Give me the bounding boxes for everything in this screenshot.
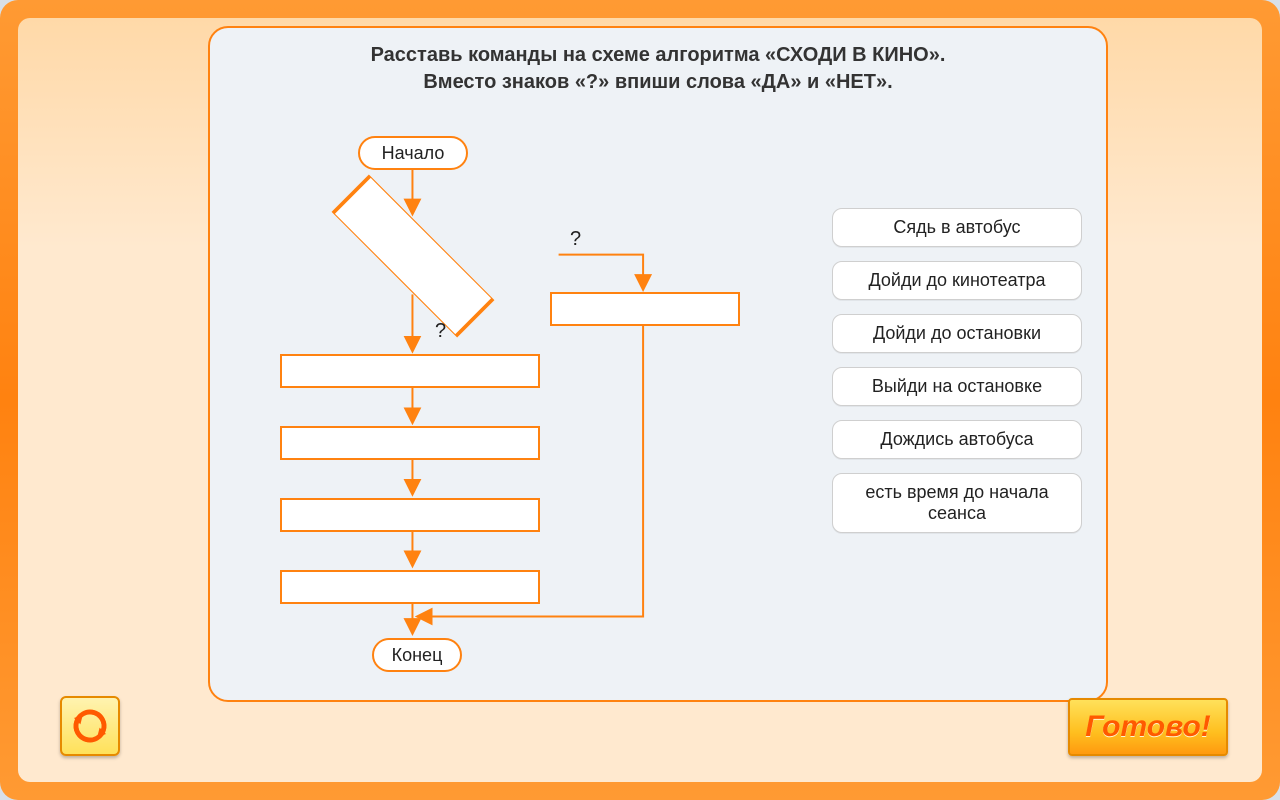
flow-proc-right[interactable] bbox=[550, 292, 740, 326]
option-label: Сядь в автобус bbox=[893, 217, 1020, 237]
branch-label-down[interactable]: ? bbox=[435, 320, 446, 343]
option-label: есть время до начала сеанса bbox=[865, 482, 1048, 523]
option-label: Дождись автобуса bbox=[880, 429, 1033, 449]
diamond-shape bbox=[331, 175, 494, 338]
task-panel: Расставь команды на схеме алгоритма «СХО… bbox=[208, 26, 1108, 702]
flow-end-label: Конец bbox=[392, 645, 443, 666]
option-chip[interactable]: Дождись автобуса bbox=[832, 420, 1082, 459]
option-chip[interactable]: Выйди на остановке bbox=[832, 367, 1082, 406]
option-chip[interactable]: есть время до начала сеанса bbox=[832, 473, 1082, 533]
option-label: Выйди на остановке bbox=[872, 376, 1042, 396]
flow-proc-1[interactable] bbox=[280, 354, 540, 388]
inner-frame: Расставь команды на схеме алгоритма «СХО… bbox=[18, 18, 1262, 782]
option-label: Дойди до остановки bbox=[873, 323, 1041, 343]
option-chip[interactable]: Дойди до кинотеатра bbox=[832, 261, 1082, 300]
ready-button[interactable]: Готово! bbox=[1068, 698, 1228, 756]
flow-decision[interactable] bbox=[330, 213, 495, 299]
option-chip[interactable]: Дойди до остановки bbox=[832, 314, 1082, 353]
flow-proc-2[interactable] bbox=[280, 426, 540, 460]
outer-frame: Расставь команды на схеме алгоритма «СХО… bbox=[0, 0, 1280, 800]
option-label: Дойди до кинотеатра bbox=[869, 270, 1046, 290]
refresh-icon bbox=[70, 706, 110, 746]
flow-start-label: Начало bbox=[382, 143, 445, 164]
flow-end: Конец bbox=[372, 638, 462, 672]
branch-label-right[interactable]: ? bbox=[570, 228, 581, 251]
options-list: Сядь в автобус Дойди до кинотеатра Дойди… bbox=[832, 208, 1082, 533]
ready-button-label: Готово! bbox=[1085, 710, 1211, 744]
reset-button[interactable] bbox=[60, 696, 120, 756]
flow-proc-3[interactable] bbox=[280, 498, 540, 532]
flow-start: Начало bbox=[358, 136, 468, 170]
option-chip[interactable]: Сядь в автобус bbox=[832, 208, 1082, 247]
flow-proc-4[interactable] bbox=[280, 570, 540, 604]
